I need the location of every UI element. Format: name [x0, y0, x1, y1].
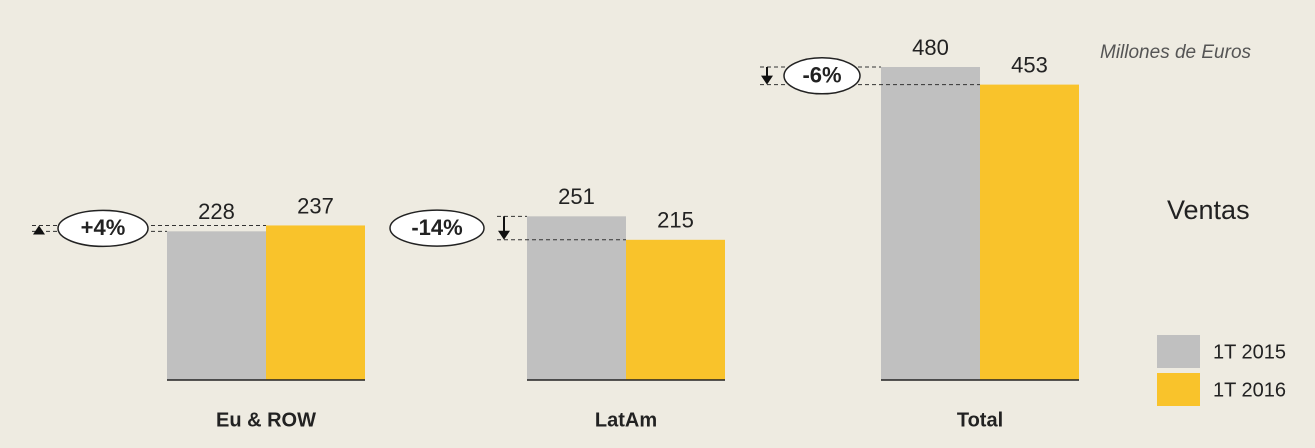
- bar: [167, 231, 266, 380]
- legend-swatch: [1157, 335, 1200, 368]
- category-label: Eu & ROW: [216, 409, 316, 431]
- change-bubble: [57, 209, 149, 248]
- category-label: LatAm: [595, 409, 657, 431]
- bar: [980, 84, 1079, 380]
- value-label: 453: [1011, 52, 1048, 77]
- value-label: 237: [297, 193, 334, 218]
- value-label: 480: [912, 35, 949, 60]
- unit-note: Millones de Euros: [1100, 42, 1252, 63]
- change-bubble: [389, 209, 485, 247]
- bar: [881, 67, 980, 380]
- legend-label: 1T 2015: [1213, 341, 1286, 363]
- change-arrow-head: [761, 75, 773, 85]
- value-label: 228: [198, 199, 235, 224]
- change-label: -14%: [411, 215, 462, 240]
- change-label: +4%: [81, 215, 126, 240]
- chart-title: Ventas: [1167, 195, 1250, 225]
- bar: [626, 239, 725, 380]
- value-label: 251: [558, 184, 595, 209]
- bar: [266, 225, 365, 380]
- legend-label: 1T 2016: [1213, 379, 1286, 401]
- legend-swatch: [1157, 373, 1200, 406]
- change-arrow-head: [33, 225, 45, 235]
- value-label: 215: [657, 208, 694, 233]
- change-bubble: [783, 57, 861, 95]
- category-label: Total: [957, 409, 1003, 431]
- bar: [527, 216, 626, 380]
- change-arrow-head: [498, 230, 510, 240]
- change-label: -6%: [802, 63, 841, 88]
